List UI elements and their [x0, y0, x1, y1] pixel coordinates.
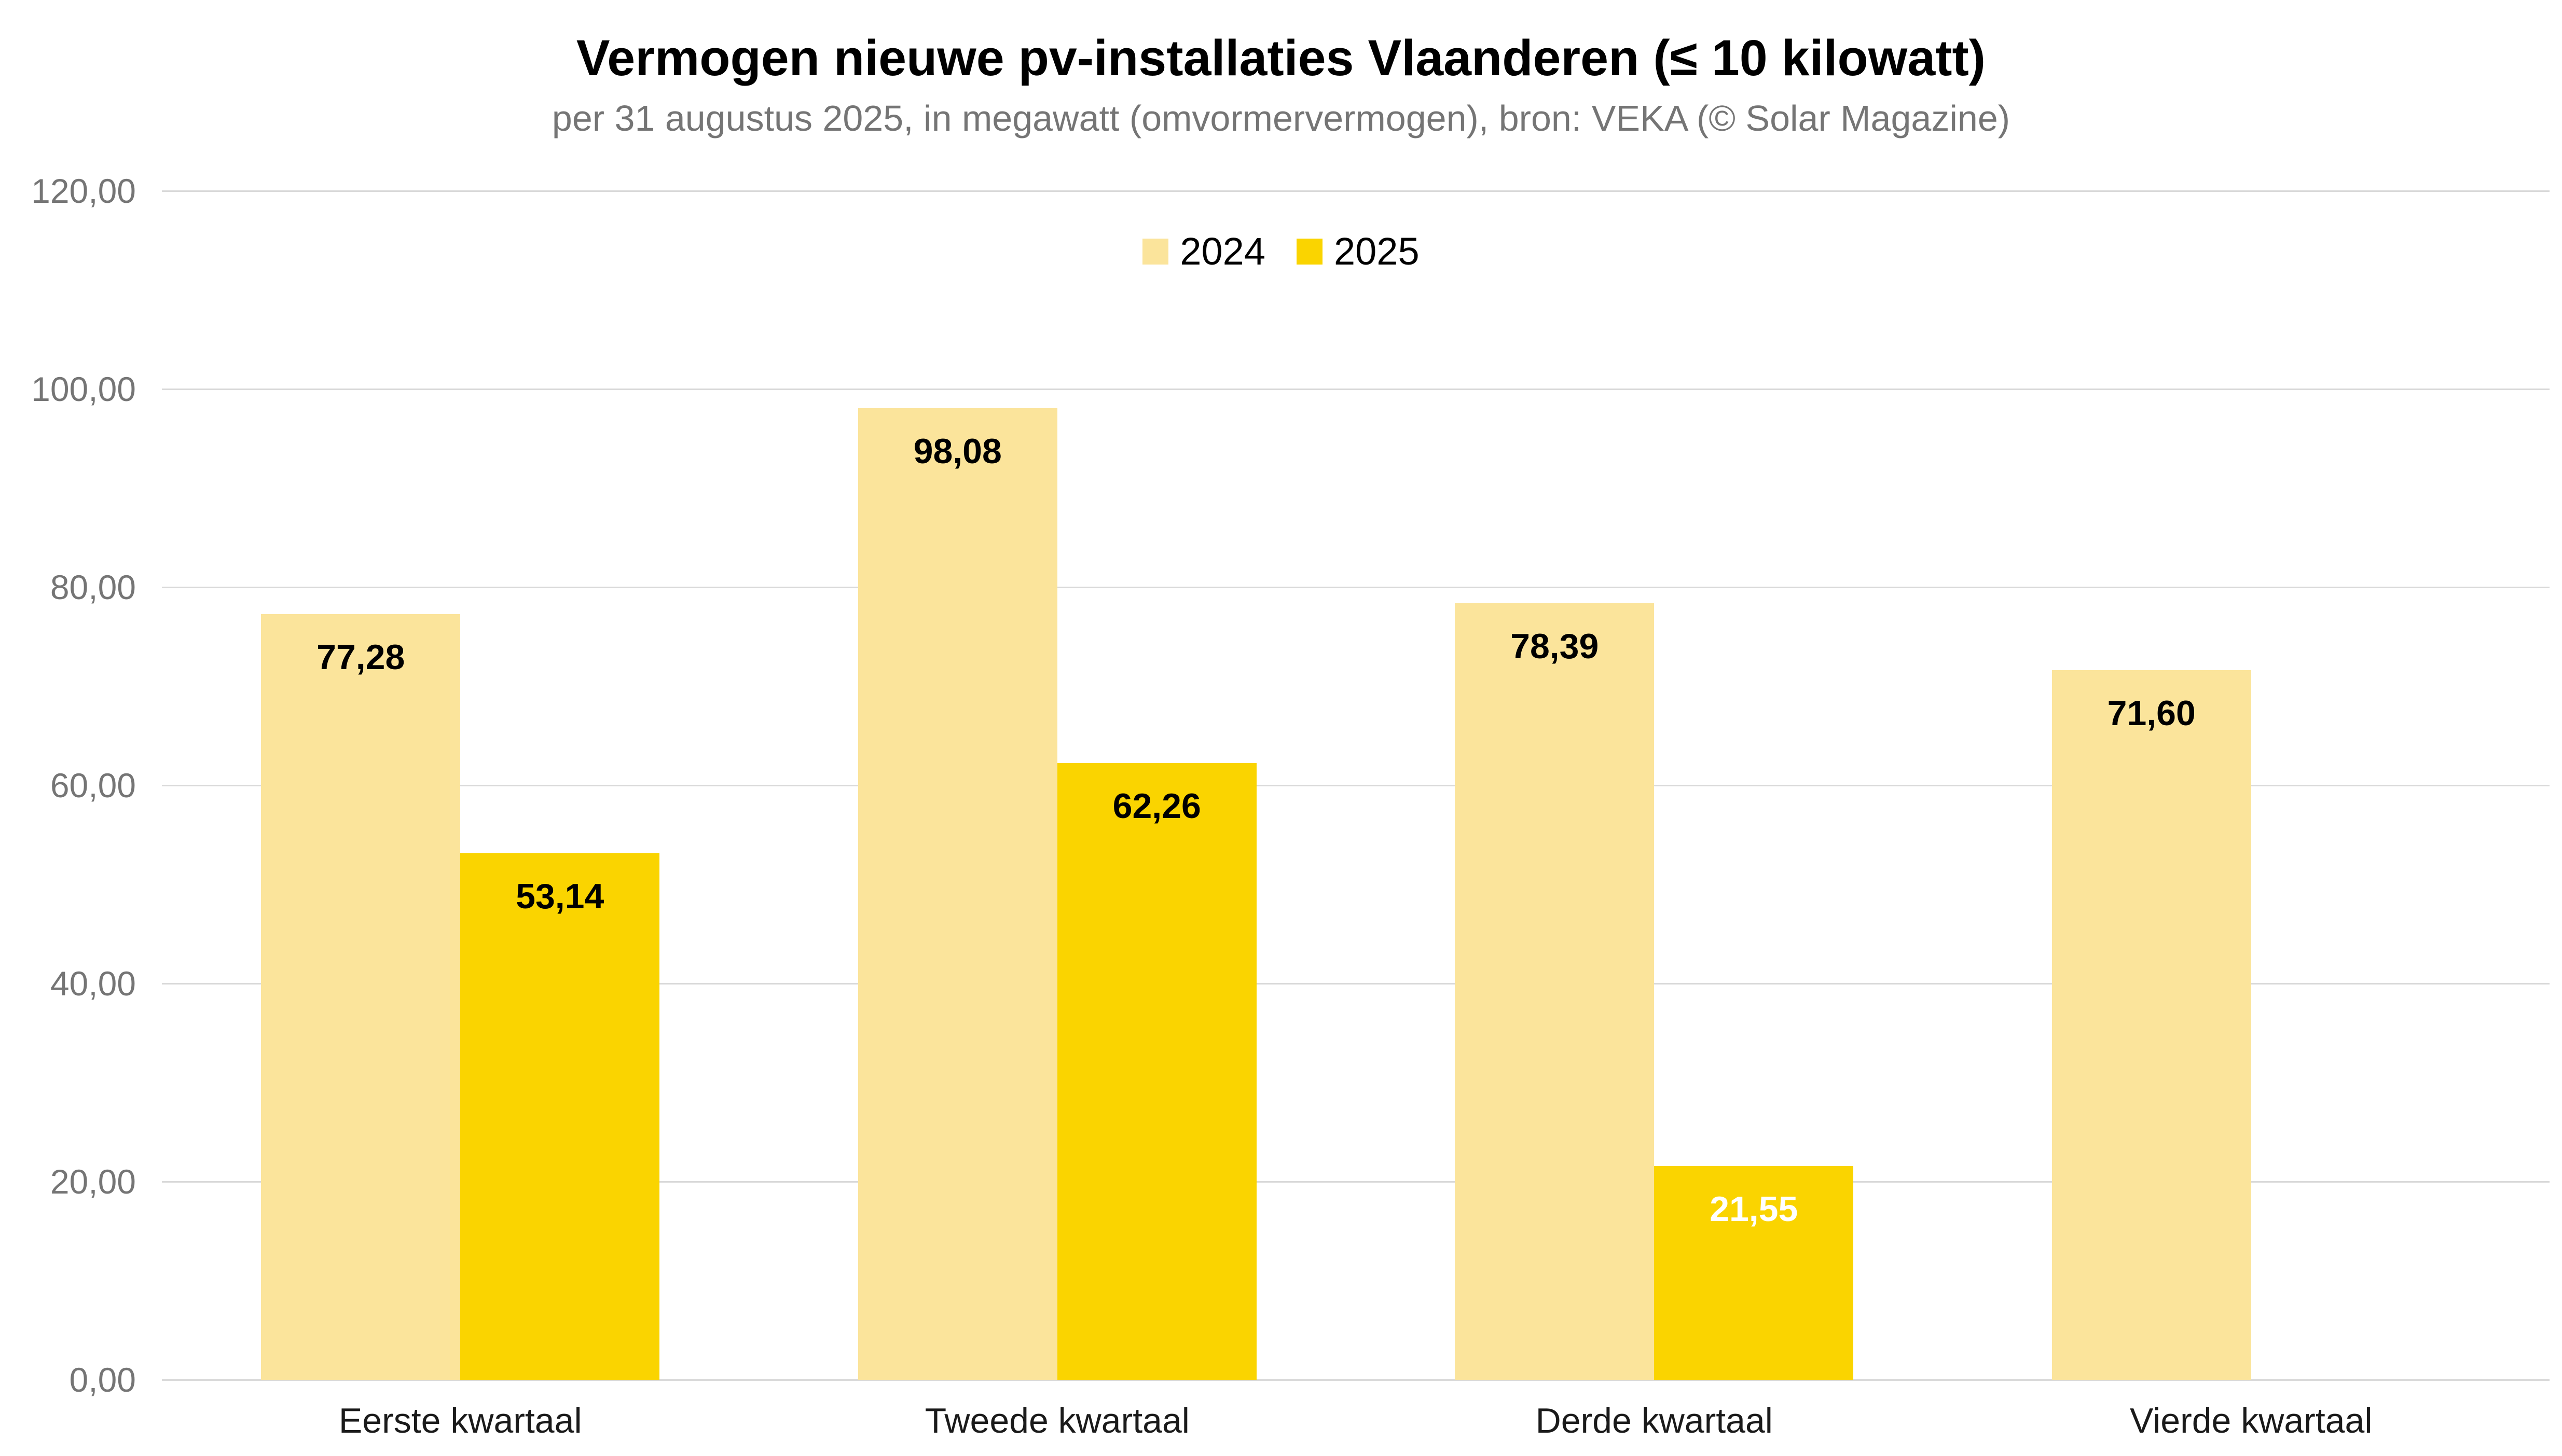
legend-swatch-2024 — [1142, 238, 1169, 265]
gridline — [162, 388, 2550, 390]
plot-area: 77,28 53,14 98,08 62,26 78,39 21,55 71,60 — [162, 190, 2550, 1381]
gridline — [162, 784, 2550, 786]
chart-subtitle: per 31 augustus 2025, in megawatt (omvor… — [552, 98, 2010, 138]
bar-2024-derde-kwartaal: 78,39 — [1455, 603, 1655, 1380]
x-axis-category-label: Derde kwartaal — [1535, 1401, 1773, 1440]
bar-2024-tweede-kwartaal: 98,08 — [858, 408, 1057, 1380]
gridline — [162, 1181, 2550, 1183]
bar-group-tweede-kwartaal: 98,08 62,26 — [759, 191, 1356, 1380]
gridline — [162, 982, 2550, 984]
chart-title: Vermogen nieuwe pv-installaties Vlaander… — [576, 30, 1986, 86]
bar-value-label: 21,55 — [1710, 1189, 1798, 1229]
x-axis-category-label: Vierde kwartaal — [2130, 1401, 2373, 1440]
bar-2025-derde-kwartaal: 21,55 — [1654, 1166, 1854, 1380]
bar-group-vierde-kwartaal: 71,60 — [1953, 191, 2550, 1380]
chart-legend: 2024 2025 — [0, 229, 2562, 273]
y-axis: 0,00 20,00 40,00 60,00 80,00 100,00 120,00 — [0, 172, 136, 1399]
bar-2025-tweede-kwartaal: 62,26 — [1057, 762, 1257, 1380]
y-axis-tick-label: 60,00 — [50, 766, 136, 805]
bar-value-label: 98,08 — [913, 431, 1002, 471]
bar-2025-eerste-kwartaal: 53,14 — [460, 853, 660, 1380]
x-axis: Eerste kwartaal Tweede kwartaal Derde kwar… — [162, 1400, 2550, 1441]
bar-value-label: 71,60 — [2107, 694, 2196, 733]
gridline — [162, 586, 2550, 588]
x-axis-category-label: Tweede kwartaal — [925, 1401, 1190, 1440]
gridline — [162, 1379, 2550, 1381]
legend-label-2025: 2025 — [1334, 230, 1420, 273]
bar-2024-eerste-kwartaal: 77,28 — [261, 614, 461, 1380]
bar-2024-vierde-kwartaal: 71,60 — [2051, 670, 2251, 1380]
legend-label-2024: 2024 — [1180, 230, 1265, 273]
legend-swatch-2025 — [1297, 238, 1323, 265]
legend-item-2025: 2025 — [1297, 229, 1420, 273]
bar-value-label: 78,39 — [1510, 626, 1599, 666]
y-axis-tick-label: 20,00 — [50, 1162, 136, 1201]
bar-groups: 77,28 53,14 98,08 62,26 78,39 21,55 71,60 — [162, 191, 2550, 1380]
gridline — [162, 190, 2550, 192]
bar-value-label: 62,26 — [1112, 786, 1201, 826]
y-axis-tick-label: 100,00 — [31, 370, 136, 408]
bar-value-label: 53,14 — [516, 877, 604, 917]
y-axis-tick-label: 0,00 — [69, 1361, 136, 1399]
bar-value-label: 77,28 — [316, 637, 405, 677]
bar-group-eerste-kwartaal: 77,28 53,14 — [162, 191, 759, 1380]
legend-item-2024: 2024 — [1142, 229, 1265, 273]
bar-group-derde-kwartaal: 78,39 21,55 — [1356, 191, 1953, 1380]
x-axis-category-label: Eerste kwartaal — [338, 1401, 582, 1440]
y-axis-tick-label: 80,00 — [50, 568, 136, 606]
y-axis-tick-label: 120,00 — [31, 172, 136, 210]
y-axis-tick-label: 40,00 — [50, 964, 136, 1003]
